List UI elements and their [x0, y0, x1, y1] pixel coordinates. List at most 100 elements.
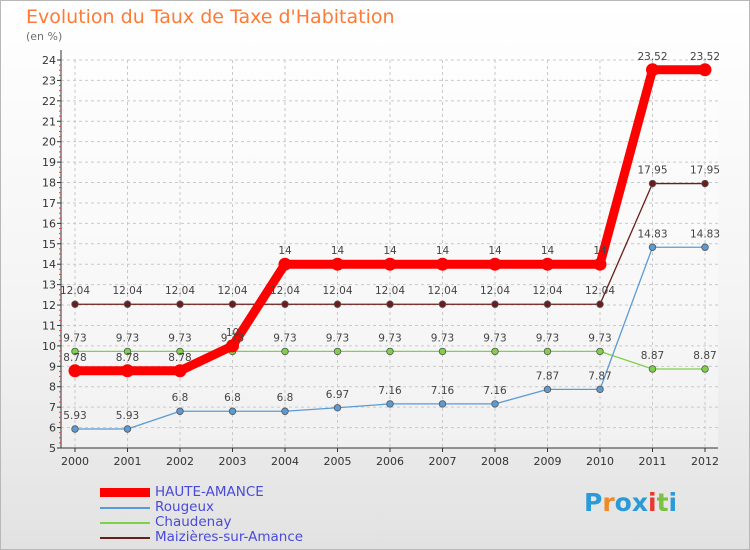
data-point: [331, 257, 344, 271]
logo-letter: t: [656, 488, 669, 517]
data-point: [701, 365, 709, 373]
y-tick-label: 17: [42, 197, 56, 210]
data-label: 14.83: [690, 228, 720, 240]
y-tick-label: 14: [42, 258, 56, 271]
y-tick-label: 18: [42, 177, 56, 190]
data-label: 9.73: [326, 332, 349, 344]
data-label: 8.78: [168, 352, 191, 364]
chart-title: Evolution du Taux de Taxe d'Habitation: [26, 6, 395, 28]
data-point: [386, 400, 394, 408]
y-tick-label: 7: [49, 401, 56, 414]
logo-letter: r: [602, 488, 615, 517]
logo-letter: o: [614, 488, 632, 517]
data-point: [543, 347, 552, 356]
data-point: [383, 257, 397, 271]
data-label: 17.95: [690, 165, 720, 177]
y-tick-label: 12: [42, 299, 56, 312]
data-label: 8.78: [63, 352, 86, 364]
x-tick-label: 2001: [114, 455, 142, 468]
data-label: 5.93: [63, 410, 86, 422]
data-point: [596, 300, 604, 308]
data-label: 5.93: [116, 410, 139, 422]
legend-swatch-chaudenay: [100, 522, 150, 524]
data-point: [228, 300, 237, 308]
data-point: [71, 300, 79, 308]
data-label: 6.8: [277, 392, 294, 404]
y-tick-label: 10: [42, 340, 56, 353]
data-label: 9.73: [63, 332, 86, 344]
data-point: [278, 257, 292, 271]
data-point: [176, 347, 184, 356]
data-label: 23.52: [690, 51, 720, 63]
y-tick-label: 8: [49, 381, 56, 394]
data-label: 12.04: [322, 285, 352, 297]
legend-label-rougeux: Rougeux: [155, 499, 215, 515]
data-label: 9.73: [168, 332, 191, 344]
data-point: [491, 300, 499, 308]
y-tick-label: 13: [42, 279, 56, 292]
data-label: 7.16: [378, 385, 402, 397]
x-tick-label: 2007: [429, 455, 457, 468]
legend-label-haute-amance: HAUTE-AMANCE: [155, 484, 264, 500]
data-point: [596, 347, 604, 356]
data-label: 8.87: [693, 350, 716, 362]
data-point: [438, 300, 447, 308]
data-label: 14: [488, 245, 502, 257]
data-label: 23.52: [637, 51, 667, 63]
y-tick-label: 5: [49, 442, 56, 455]
logo-letter: x: [631, 488, 648, 517]
x-tick-label: 2012: [691, 455, 719, 468]
x-tick-label: 2010: [586, 455, 614, 468]
data-point: [226, 339, 239, 353]
data-point: [491, 347, 499, 356]
chart-subtitle: (en %): [26, 30, 63, 43]
data-point: [541, 257, 554, 271]
data-label: 9.73: [483, 332, 506, 344]
data-label: 12.04: [165, 285, 195, 297]
data-label: 12.04: [270, 285, 300, 297]
y-tick-label: 24: [42, 54, 56, 67]
y-tick-label: 16: [42, 217, 56, 230]
x-tick-label: 2000: [61, 455, 89, 468]
data-label: 12.04: [60, 285, 90, 297]
data-label: 6.97: [326, 389, 349, 401]
data-label: 12.04: [480, 285, 510, 297]
data-label: 14: [383, 245, 397, 257]
data-label: 9.73: [378, 332, 401, 344]
data-point: [543, 385, 552, 394]
data-point: [438, 347, 447, 356]
data-label: 7.87: [588, 370, 611, 382]
data-label: 9.73: [588, 332, 611, 344]
data-point: [648, 243, 657, 251]
x-tick-label: 2004: [271, 455, 299, 468]
data-label: 14: [593, 245, 607, 257]
data-point: [701, 243, 709, 251]
data-point: [491, 400, 499, 408]
data-label: 12.04: [585, 285, 615, 297]
data-point: [596, 385, 604, 394]
data-point: [593, 257, 607, 271]
data-point: [648, 179, 657, 188]
data-point: [176, 300, 184, 308]
data-label: 6.8: [172, 392, 189, 404]
y-tick-label: 19: [42, 156, 56, 169]
y-tick-label: 21: [42, 115, 56, 128]
logo-letter: i: [668, 488, 678, 517]
data-label: 14: [278, 245, 292, 257]
data-label: 10: [226, 327, 239, 339]
legend-swatch-maizieres: [100, 537, 150, 539]
y-tick-label: 11: [42, 319, 56, 332]
data-label: 12.04: [375, 285, 405, 297]
data-label: 12.04: [427, 285, 457, 297]
data-label: 14: [541, 245, 555, 257]
data-point: [646, 63, 659, 77]
data-point: [71, 425, 79, 433]
data-label: 7.16: [431, 385, 455, 397]
data-label: 6.8: [224, 392, 241, 404]
data-point: [121, 364, 134, 378]
data-label: 9.73: [431, 332, 454, 344]
x-tick-label: 2005: [324, 455, 352, 468]
y-tick-label: 20: [42, 136, 56, 149]
data-point: [281, 300, 289, 308]
data-label: 12.04: [532, 285, 562, 297]
